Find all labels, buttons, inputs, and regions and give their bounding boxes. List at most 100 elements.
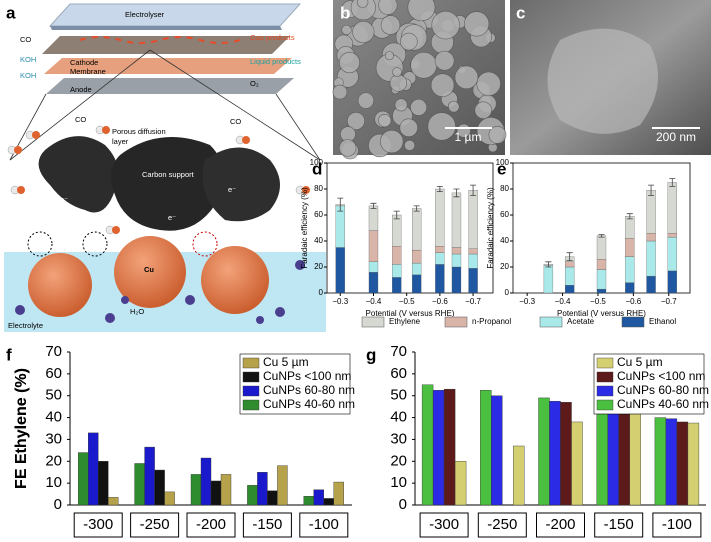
- sem-sphere: [384, 51, 394, 61]
- panel-label: d: [312, 159, 322, 178]
- error-bar: [598, 234, 605, 238]
- sem-sphere: [427, 112, 456, 141]
- bar-segment: [435, 264, 445, 294]
- ions: [15, 260, 305, 324]
- bar-segment: [625, 282, 635, 294]
- sem-sphere: [430, 73, 455, 97]
- cu-particle: [201, 246, 269, 314]
- diagram-label: H₂O: [130, 307, 144, 316]
- legend-swatch: [242, 385, 260, 397]
- bar: [210, 480, 222, 506]
- panel-label: e: [497, 159, 506, 178]
- bar-segment: [335, 205, 345, 248]
- bar-segment: [392, 264, 402, 278]
- sem-sphere: [380, 15, 401, 35]
- y-tick-label: 40: [314, 236, 323, 245]
- sem-sphere: [464, 11, 490, 37]
- x-tick-label: -200: [545, 516, 575, 533]
- legend-swatch: [539, 316, 563, 328]
- bar-segment: [564, 261, 575, 268]
- diagram-label: Electrolyte: [8, 321, 43, 330]
- y-axis-label: Faradaic efficiency (%): [300, 187, 309, 269]
- legend-label: CuNPs 60-80 nm: [263, 383, 355, 397]
- sem-sphere: [347, 111, 366, 130]
- sem-sphere: [338, 51, 361, 74]
- x-tick-label: -100: [662, 516, 692, 533]
- y-tick-label: 10: [45, 474, 62, 491]
- legend-swatch: [242, 371, 260, 383]
- y-tick-label: 20: [45, 452, 62, 469]
- bar-segment: [392, 214, 402, 247]
- bar-segment: [596, 259, 607, 270]
- bar: [432, 390, 445, 506]
- error-bar: [337, 197, 344, 212]
- legend-swatch: [596, 371, 614, 383]
- sem-sphere: [399, 32, 418, 51]
- category-box: [242, 512, 292, 538]
- y-tick-label: 40: [500, 236, 509, 245]
- bar: [491, 395, 503, 506]
- legend-swatch: [596, 357, 614, 369]
- y-tick-label: 0: [505, 288, 510, 297]
- error-bar: [545, 261, 552, 268]
- diagram-label: CO: [20, 35, 31, 44]
- x-tick-label: -250: [140, 516, 170, 533]
- bar: [513, 445, 525, 506]
- y-tick-label: 0: [399, 496, 407, 513]
- bar: [277, 465, 288, 506]
- bar-segment: [368, 205, 379, 231]
- bar-segment: [625, 256, 635, 283]
- sem-sphere: [410, 51, 438, 79]
- bar-segment: [667, 182, 677, 234]
- x-tick-label: −0.5: [590, 297, 606, 306]
- diagram-label: O₂: [250, 79, 259, 88]
- panel-label: f: [6, 345, 12, 364]
- electrolyser-diagram: Electrolyser CO Gas products KOH Cathode…: [4, 3, 326, 332]
- bar-segment: [411, 262, 422, 275]
- sem-sphere: [474, 101, 492, 120]
- bar: [257, 472, 268, 506]
- diagram-label: Liquid products: [250, 57, 301, 66]
- legend-label: Ethylene: [389, 317, 421, 326]
- bar: [454, 461, 467, 506]
- zoom-line: [275, 93, 321, 161]
- bar: [97, 461, 109, 506]
- bar: [164, 491, 175, 506]
- y-tick-label: 0: [319, 288, 324, 297]
- bar: [267, 490, 278, 506]
- bar: [676, 421, 689, 506]
- layer: [50, 26, 282, 30]
- error-bar: [393, 210, 400, 220]
- bar: [323, 498, 334, 506]
- x-tick-label: -200: [196, 516, 226, 533]
- sem-sphere: [338, 139, 357, 157]
- diagram-label: Carbon support: [142, 170, 195, 179]
- sem-sphere: [447, 100, 460, 113]
- cu-particle: [114, 236, 186, 308]
- category-box: [594, 512, 644, 538]
- sem-sphere: [476, 71, 501, 96]
- sem-sphere: [431, 10, 460, 40]
- category-box: [299, 512, 349, 538]
- x-axis-label: Potential (V versus RHE): [366, 309, 455, 318]
- y-axis-label: FE Ethylene (%): [13, 368, 30, 489]
- y-axis-label: FE Ethylene (%): [13, 368, 30, 489]
- bar-segment: [451, 253, 462, 268]
- bar-segment: [411, 274, 422, 294]
- bar: [687, 422, 700, 506]
- x-tick-label: −0.7: [465, 297, 481, 306]
- y-tick-label: 60: [314, 210, 323, 219]
- bar-segment: [368, 261, 379, 273]
- sem-sphere: [434, 50, 455, 71]
- diagram-label: Cu: [144, 265, 154, 274]
- error-bar: [648, 184, 655, 196]
- sem-sphere: [404, 139, 416, 151]
- diagram-label: KOH: [20, 55, 36, 64]
- y-tick-label: 60: [500, 210, 509, 219]
- error-bar: [413, 205, 420, 212]
- bar-segment: [435, 188, 445, 247]
- bar-segment: [646, 233, 656, 242]
- legend-label: CuNPs 40-60 nm: [617, 397, 709, 411]
- bar: [421, 384, 434, 506]
- zoom-line: [149, 49, 321, 161]
